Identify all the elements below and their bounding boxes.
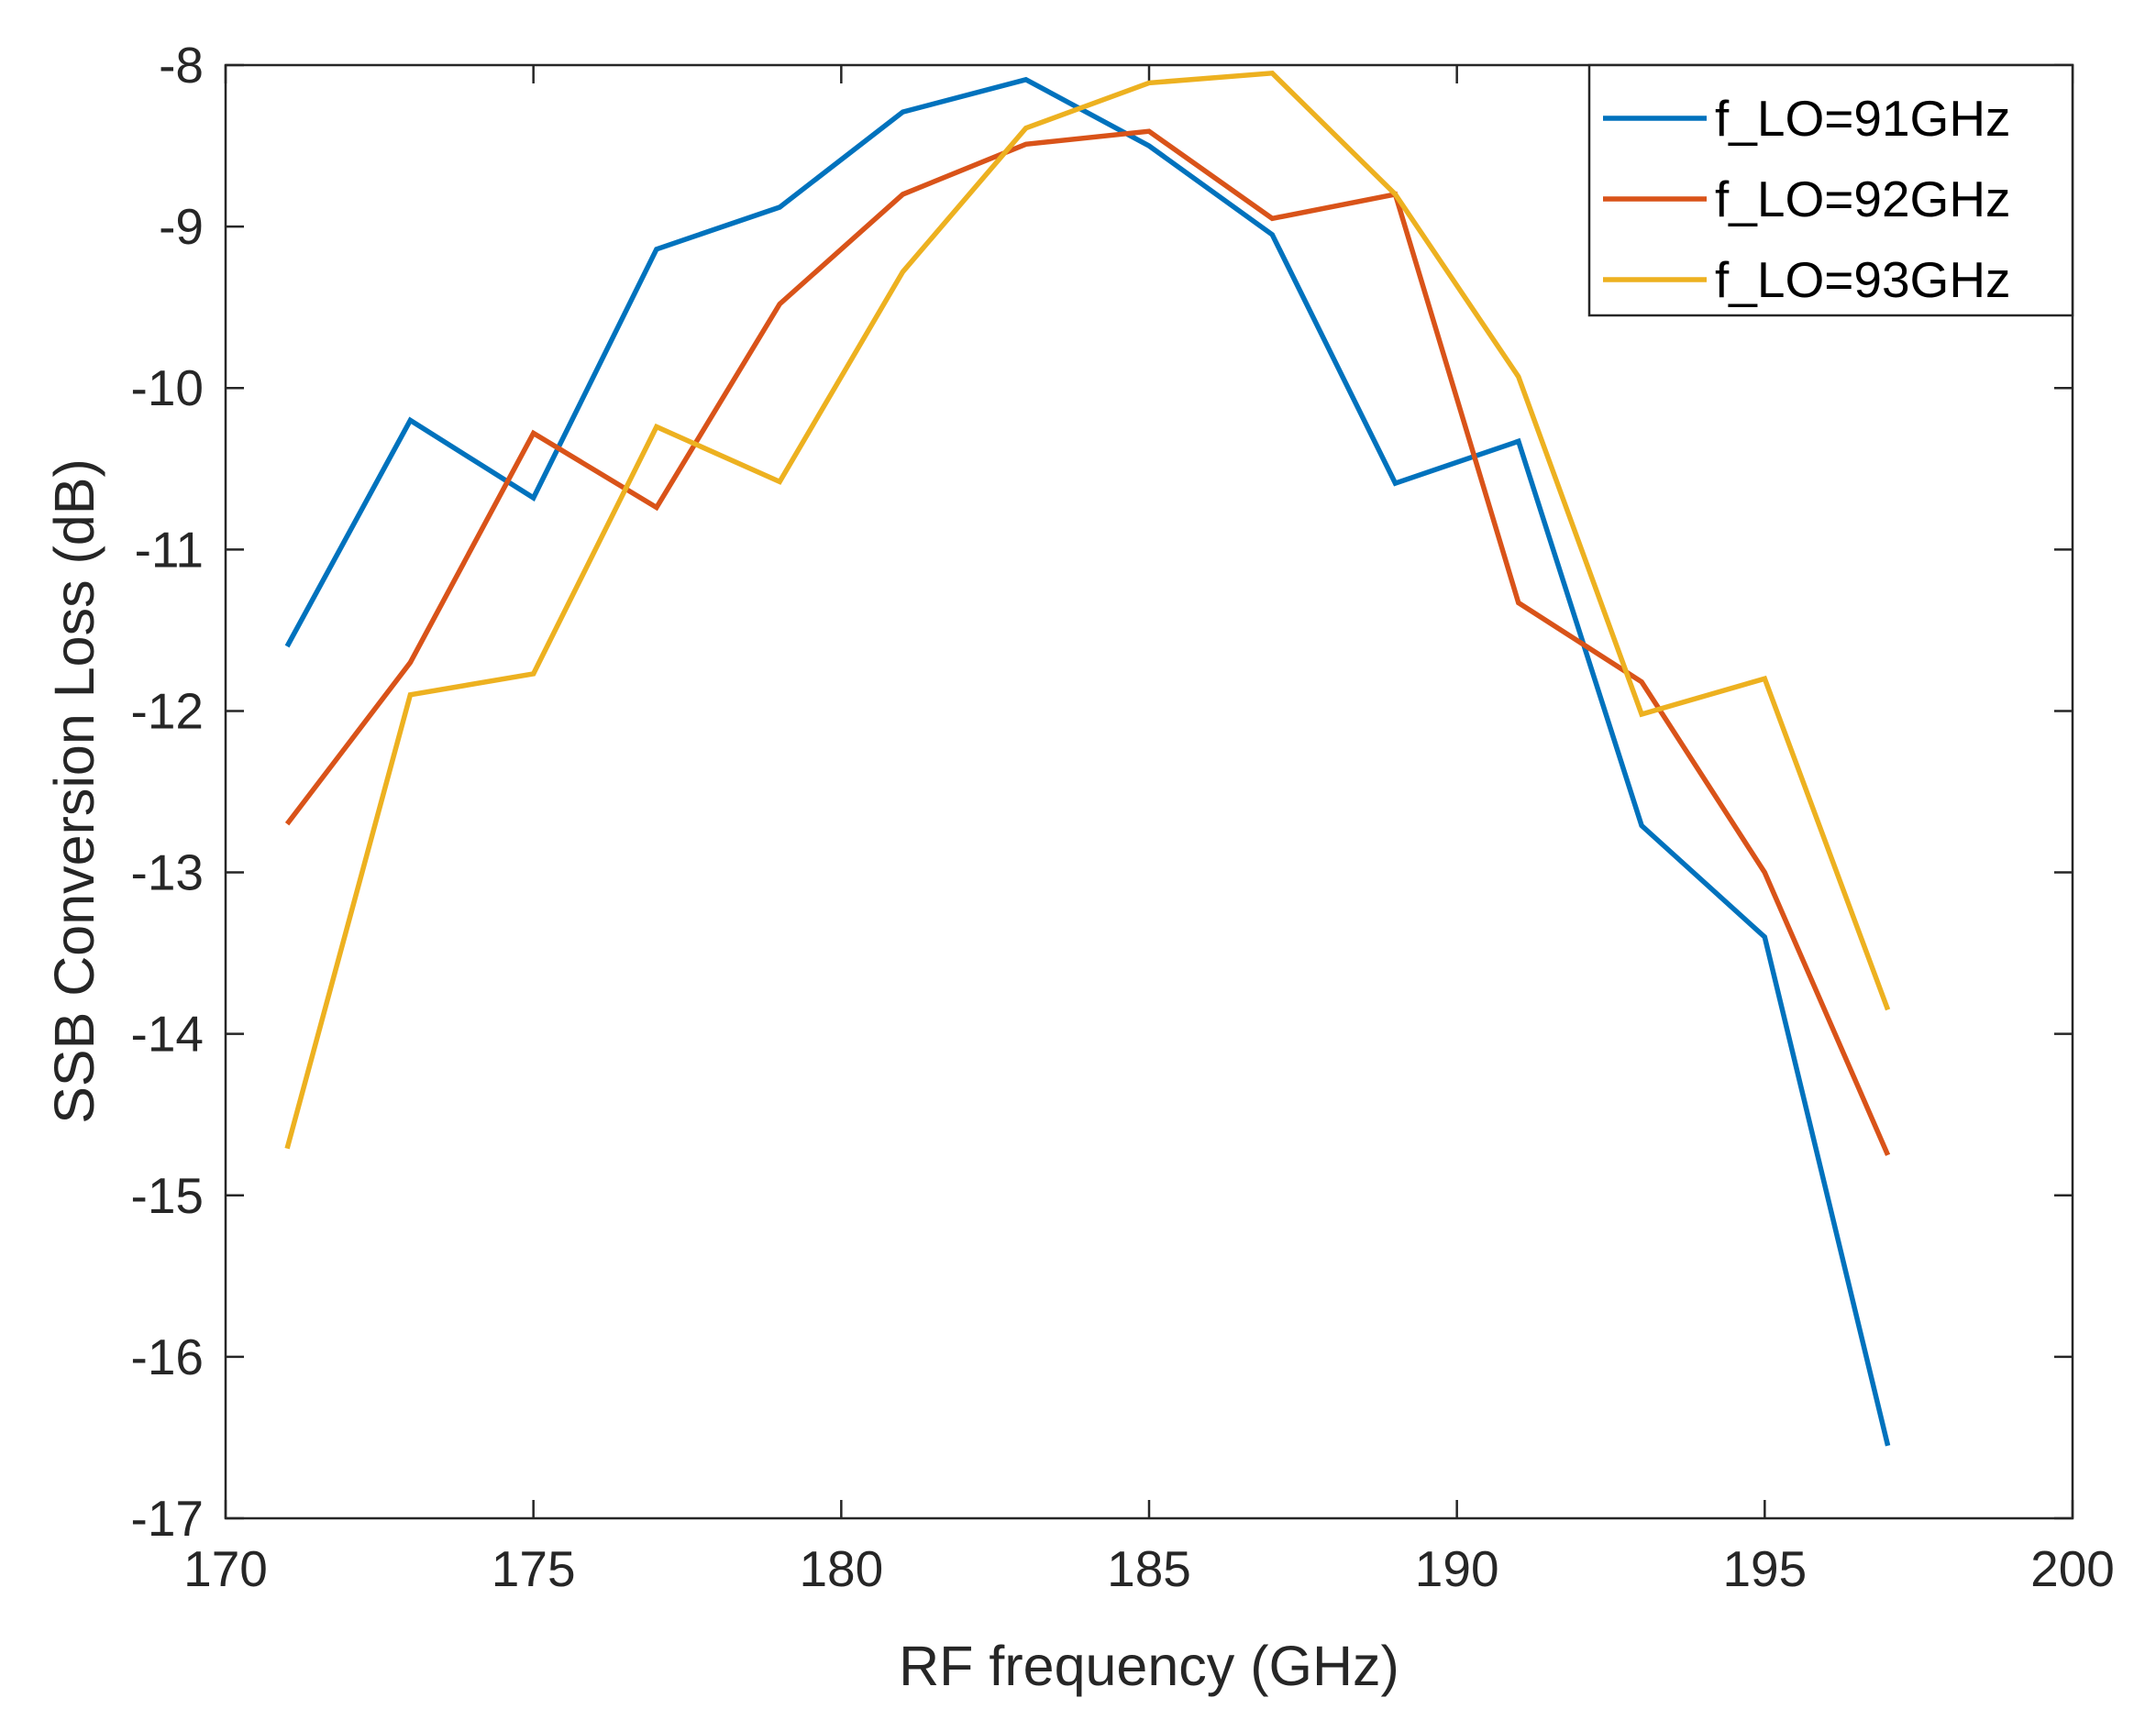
- legend: f_LO=91GHz f_LO=92GHz f_LO=93GHz: [1587, 63, 2074, 317]
- y-axis-title: SSB Conversion Loss (dB): [43, 458, 105, 1124]
- legend-box: [1587, 63, 2074, 317]
- x-axis-title: RF frequency (GHz): [899, 1635, 1399, 1697]
- legend-label: f_LO=93GHz: [1715, 251, 2011, 308]
- x-tick-label: 175: [492, 1540, 576, 1597]
- y-tick-label: -8: [159, 37, 204, 94]
- series-line-2: [284, 128, 1891, 1156]
- y-tick-label: -13: [131, 844, 205, 901]
- y-tick-label: -11: [135, 521, 204, 578]
- y-tick-label: -15: [131, 1167, 205, 1224]
- x-tick-label: 180: [799, 1540, 883, 1597]
- x-tick-label: 190: [1415, 1540, 1499, 1597]
- x-tick-label: 185: [1107, 1540, 1191, 1597]
- y-tick-label: -9: [159, 198, 204, 255]
- legend-label: f_LO=92GHz: [1715, 171, 2011, 227]
- series-line-1: [284, 76, 1891, 1447]
- y-tick-label: -17: [131, 1490, 205, 1547]
- x-tick-label: 170: [183, 1540, 268, 1597]
- x-tick-label: 200: [2030, 1540, 2115, 1597]
- y-tick-label: -16: [131, 1329, 205, 1385]
- series-line-3: [284, 70, 1891, 1150]
- y-tick-label: -14: [131, 1006, 205, 1063]
- y-tick-label: -10: [131, 359, 205, 416]
- plot-frame: [224, 63, 2074, 1520]
- x-tick-label: 195: [1722, 1540, 1807, 1597]
- series-lines: [284, 70, 1891, 1447]
- x-axis-ticks: 170 175 180 185 190 195 200: [183, 65, 2115, 1597]
- y-tick-label: -12: [131, 682, 205, 739]
- legend-label: f_LO=91GHz: [1715, 90, 2011, 147]
- y-axis-ticks: -8 -9 -10 -11 -12 -13 -14 -15 -16 -17: [131, 37, 2073, 1547]
